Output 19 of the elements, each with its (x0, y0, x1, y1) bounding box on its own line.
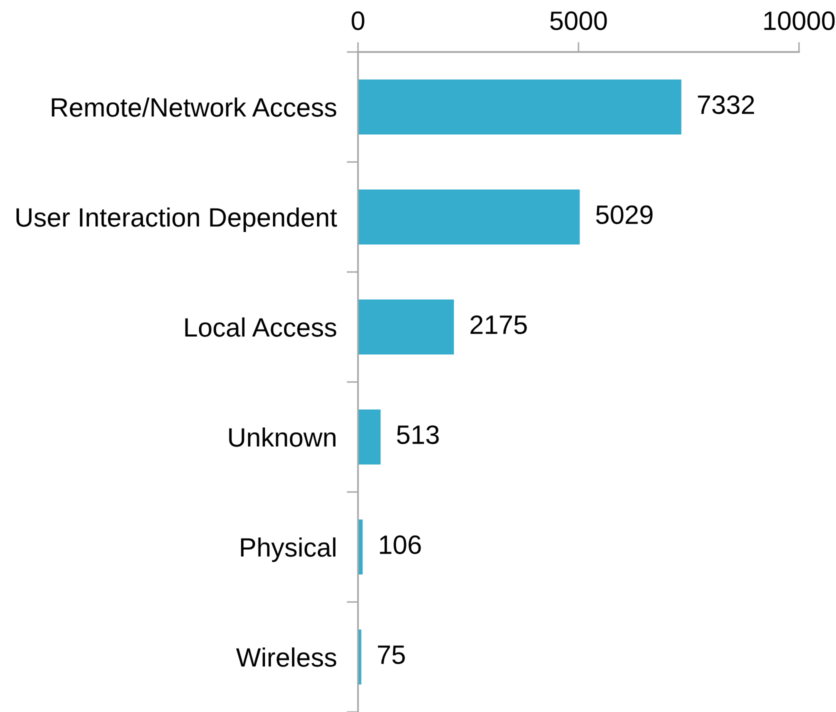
data-label: 7332 (698, 95, 754, 114)
data-label: 513 (396, 425, 439, 444)
bar (358, 80, 682, 134)
y-tick-label: Unknown (229, 427, 336, 447)
data-label: 106 (380, 535, 421, 554)
bar (358, 300, 454, 354)
y-tick-label: Physical (241, 537, 336, 562)
bar (358, 410, 381, 464)
data-label: 5029 (596, 205, 653, 224)
x-tick-label: 10000 (764, 11, 835, 30)
data-label: 75 (378, 646, 405, 664)
data-label: 2175 (470, 315, 527, 334)
bar (358, 190, 580, 244)
x-tick-label: 0 (352, 11, 364, 30)
x-tick-label: 5000 (550, 11, 607, 30)
y-tick-label: Wireless (236, 647, 336, 667)
y-tick-label: User Interaction Dependent (16, 207, 337, 232)
y-tick-label: Remote/Network Access (52, 97, 336, 117)
y-tick-label: Local Access (185, 317, 336, 337)
